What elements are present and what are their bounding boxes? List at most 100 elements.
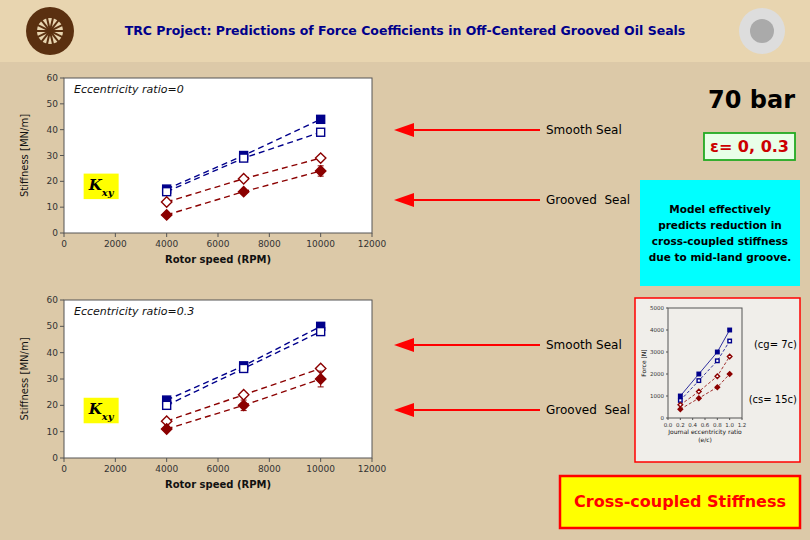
arrow [394, 403, 540, 417]
y-axis-label: Stiffness [MN/m] [19, 114, 30, 197]
x-tick [320, 233, 321, 237]
series-line [167, 326, 321, 400]
series-line [167, 171, 321, 215]
x-axis-label: Rotor speed (RPM) [165, 254, 271, 265]
plot: 0200040006000800010000120000102030405060… [19, 295, 387, 490]
y-tick-label: 2000 [650, 371, 664, 377]
text-line: predicts reduction in [658, 219, 782, 231]
arrow-shaft [410, 344, 540, 346]
y-tick-label: 50 [47, 321, 59, 331]
error-cap [318, 371, 324, 372]
y-tick-label: 40 [47, 125, 59, 135]
y-tick [60, 458, 64, 459]
annotation-background [640, 180, 800, 286]
y-tick [60, 300, 64, 301]
point [161, 197, 171, 207]
y-axis-label: Force [N] [640, 349, 647, 376]
eccentricity-label: ε= 0, 0.3 [710, 137, 789, 156]
annotation-background [560, 476, 800, 528]
annotation-part: xy [101, 186, 115, 197]
x-tick [218, 458, 219, 462]
plot-area [668, 308, 742, 418]
point [240, 364, 248, 372]
x-tick [372, 458, 373, 462]
y-tick [60, 103, 64, 104]
data-layer [161, 115, 325, 220]
seal-label: Grooved Seal [546, 193, 630, 207]
x-tick-label: 8000 [258, 464, 281, 474]
point [715, 374, 720, 379]
y-tick-label: 0 [661, 415, 665, 421]
header: TRC Project: Predictions of Force Coeffi… [0, 0, 810, 62]
x-tick-label: 10000 [306, 239, 335, 249]
y-axis-label: Stiffness [MN/m] [19, 337, 30, 420]
point [317, 128, 325, 136]
y-tick-label: 4000 [650, 327, 664, 333]
text-line: Model effectively [669, 203, 771, 215]
point [161, 424, 171, 434]
logo [739, 8, 785, 54]
x-tick [218, 233, 219, 237]
x-tick-label: 0.2 [676, 422, 685, 428]
point [679, 394, 683, 398]
text-line: (e/c) [698, 436, 712, 443]
point [715, 385, 720, 390]
x-tick-label: 6000 [207, 464, 230, 474]
series-line [680, 356, 729, 404]
y-tick-label: 20 [47, 400, 59, 410]
clearance-label: (cs= 15c) [749, 394, 797, 405]
seal-label: Smooth Seal [546, 123, 622, 137]
x-tick [269, 458, 270, 462]
data-layer [161, 322, 325, 434]
arrow-head [394, 123, 414, 137]
arrow-head [394, 193, 414, 207]
text-line: Rotor speed (RPM) [165, 254, 271, 265]
x-tick-label: 4000 [155, 239, 178, 249]
point [697, 372, 701, 376]
header-band [0, 0, 810, 62]
annotation-background [704, 133, 795, 160]
x-tick [372, 233, 373, 237]
arrow-head [394, 403, 414, 417]
y-tick [60, 155, 64, 156]
model-note: Model effectivelypredicts reduction incr… [649, 203, 791, 263]
title: TRC Project: Predictions of Force Coeffi… [125, 23, 686, 38]
series-line [680, 341, 729, 400]
gear-logo [26, 7, 74, 55]
point [317, 115, 325, 123]
annotation-part: xy [101, 410, 115, 421]
x-tick-label: 2000 [104, 464, 127, 474]
series-line [167, 132, 321, 191]
x-tick-label: 0.8 [713, 422, 722, 428]
arrow-shaft [410, 409, 540, 411]
journal-figure [635, 298, 800, 462]
series-line [167, 119, 321, 189]
y-tick-label: 60 [47, 295, 59, 305]
plot-frame [64, 78, 372, 233]
y-tick-label: 0 [52, 228, 58, 238]
y-tick [60, 326, 64, 327]
seal-label: Grooved Seal [546, 403, 630, 417]
point [678, 407, 683, 412]
series-line [167, 368, 321, 421]
x-tick [166, 233, 167, 237]
x-tick [64, 458, 65, 462]
y-tick [60, 181, 64, 182]
point [728, 339, 732, 343]
annotation-box: Kxy [84, 398, 119, 424]
series-line [167, 332, 321, 406]
y-tick-label: 30 [47, 151, 59, 161]
y-tick [60, 207, 64, 208]
series-line [167, 379, 321, 429]
point [238, 174, 248, 184]
logo [750, 19, 774, 43]
x-tick-label: 12000 [358, 239, 387, 249]
y-tick [60, 129, 64, 130]
annotation: Kxy [88, 400, 115, 422]
annotation-panel: 70 barε= 0, 0.3Model effectivelypredicts… [394, 86, 800, 528]
point [163, 188, 171, 196]
x-tick-label: 12000 [358, 464, 387, 474]
series-line [680, 374, 729, 409]
x-tick [269, 233, 270, 237]
plot-frame [668, 308, 742, 418]
